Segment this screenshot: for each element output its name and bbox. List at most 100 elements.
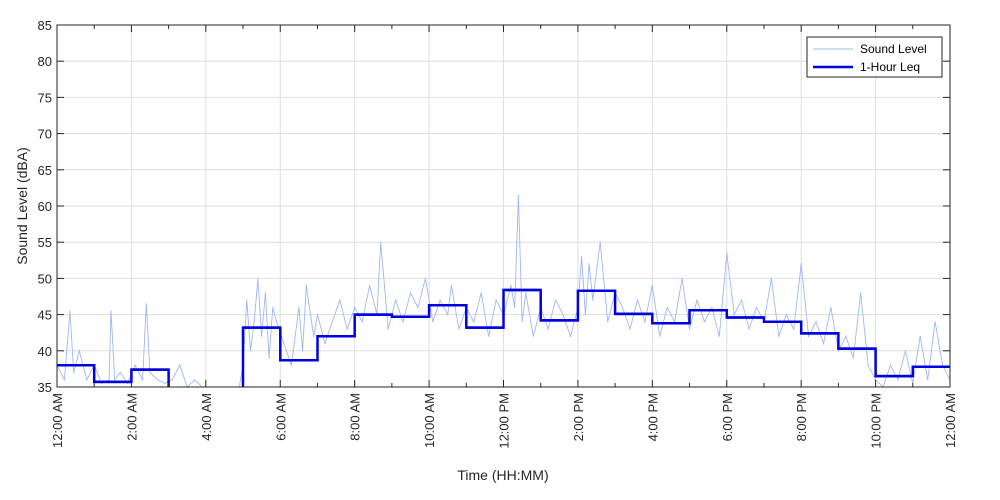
sound-level-point bbox=[395, 299, 397, 301]
y-tick-label: 45 bbox=[38, 308, 52, 323]
sound-level-point bbox=[114, 379, 116, 381]
y-tick-label: 80 bbox=[38, 54, 52, 69]
sound-level-point bbox=[305, 285, 307, 287]
legend-label-1-hour-leq: 1-Hour Leq bbox=[860, 60, 920, 74]
sound-level-point bbox=[510, 285, 512, 287]
sound-level-point bbox=[569, 335, 572, 337]
sound-level-point bbox=[718, 335, 720, 337]
sound-level-point bbox=[904, 350, 907, 352]
sound-level-point bbox=[867, 364, 869, 366]
sound-level-point bbox=[380, 241, 382, 243]
sound-level-point bbox=[268, 357, 270, 359]
sound-level-point bbox=[517, 194, 520, 196]
sound-level-point bbox=[324, 343, 326, 345]
sound-level-point bbox=[588, 263, 590, 265]
sound-level-point bbox=[748, 328, 750, 330]
sound-level-point bbox=[69, 310, 71, 312]
sound-level-point bbox=[830, 306, 832, 308]
sound-level-point bbox=[696, 299, 698, 301]
sound-level-point bbox=[331, 321, 333, 323]
sound-level-point bbox=[711, 306, 713, 308]
sound-level-point bbox=[837, 350, 840, 352]
sound-level-point bbox=[313, 335, 315, 337]
sound-level-point bbox=[622, 306, 624, 308]
sound-level-point bbox=[346, 328, 348, 330]
sound-level-point bbox=[171, 379, 173, 381]
sound-level-point bbox=[852, 357, 854, 359]
x-tick-label: 10:00 AM bbox=[422, 393, 437, 448]
sound-level-point bbox=[521, 321, 523, 323]
sound-level-point bbox=[179, 364, 181, 366]
sound-level-point bbox=[897, 379, 899, 381]
sound-level-point bbox=[73, 371, 75, 374]
sound-level-point bbox=[246, 299, 248, 301]
sound-level-point bbox=[592, 299, 594, 301]
sound-level-point bbox=[194, 379, 196, 381]
sound-level-point bbox=[815, 321, 817, 323]
sound-level-point bbox=[860, 292, 862, 294]
sound-level-point bbox=[703, 321, 706, 323]
sound-level-point bbox=[369, 285, 371, 287]
sound-level-point bbox=[666, 306, 668, 308]
sound-level-point bbox=[387, 328, 389, 330]
sound-level-point bbox=[339, 299, 341, 301]
y-tick-label: 55 bbox=[38, 235, 52, 250]
sound-level-point bbox=[473, 321, 475, 323]
sound-level-point bbox=[808, 335, 810, 337]
sound-level-point bbox=[458, 328, 460, 330]
sound-level-point bbox=[726, 252, 728, 254]
sound-level-point bbox=[290, 364, 292, 366]
sound-level-point bbox=[302, 350, 304, 352]
sound-level-point bbox=[145, 303, 147, 305]
sound-level-point bbox=[110, 310, 112, 312]
legend: Sound Level 1-Hour Leq bbox=[806, 36, 943, 78]
x-tick-label: 6:00 PM bbox=[720, 393, 735, 441]
sound-level-point bbox=[78, 350, 80, 352]
sound-level-point bbox=[584, 314, 587, 316]
leq-step-line bbox=[57, 288, 950, 387]
x-tick-label: 8:00 AM bbox=[348, 393, 363, 441]
sound-level-point bbox=[108, 379, 110, 381]
x-tick-label: 12:00 PM bbox=[497, 393, 512, 449]
sound-level-point bbox=[547, 328, 549, 330]
sound-level-point bbox=[532, 335, 534, 337]
sound-level-point bbox=[409, 292, 412, 294]
sound-level-point bbox=[733, 314, 735, 316]
x-tick-label: 4:00 AM bbox=[199, 393, 214, 441]
y-tick-label: 60 bbox=[38, 199, 52, 214]
sound-level-point bbox=[298, 306, 300, 308]
sound-level-point bbox=[432, 321, 434, 323]
sound-level-point bbox=[354, 306, 356, 308]
sound-level-point bbox=[119, 371, 121, 374]
sound-level-point bbox=[681, 277, 683, 279]
sound-level-point bbox=[488, 335, 490, 337]
sound-level-point bbox=[261, 335, 263, 337]
sound-level-point bbox=[651, 285, 653, 287]
sound-level-point bbox=[149, 371, 151, 374]
series-layer bbox=[57, 194, 950, 387]
y-tick-label: 75 bbox=[38, 90, 52, 105]
sound-level-point bbox=[253, 321, 255, 323]
x-tick-labels: 12:00 AM 2:00 AM 4:00 AM 6:00 AM 8:00 AM 10:0… bbox=[50, 393, 958, 449]
sound-level-point bbox=[417, 306, 419, 308]
y-tick-label: 35 bbox=[38, 380, 52, 395]
sound-level-point bbox=[424, 277, 426, 279]
x-tick-label: 4:00 PM bbox=[645, 393, 660, 441]
sound-level-point bbox=[581, 256, 583, 258]
sound-level-point bbox=[800, 263, 802, 265]
sound-level-point bbox=[525, 292, 527, 294]
sound-level-point bbox=[562, 314, 564, 316]
sound-level-line bbox=[57, 195, 950, 387]
x-tick-label: 6:00 AM bbox=[273, 393, 288, 441]
x-tick-label: 2:00 PM bbox=[571, 393, 586, 441]
sound-level-point bbox=[688, 328, 691, 330]
sound-level-point bbox=[164, 382, 166, 384]
sound-level-point bbox=[919, 335, 921, 337]
x-axis-title: Time (HH:MM) bbox=[457, 467, 548, 483]
sound-level-point bbox=[607, 321, 609, 323]
sound-level-point bbox=[495, 299, 497, 301]
sound-level-point bbox=[272, 306, 274, 308]
x-tick-label: 10:00 PM bbox=[869, 393, 884, 449]
y-tick-label: 85 bbox=[38, 18, 52, 33]
sound-level-point bbox=[361, 321, 363, 323]
